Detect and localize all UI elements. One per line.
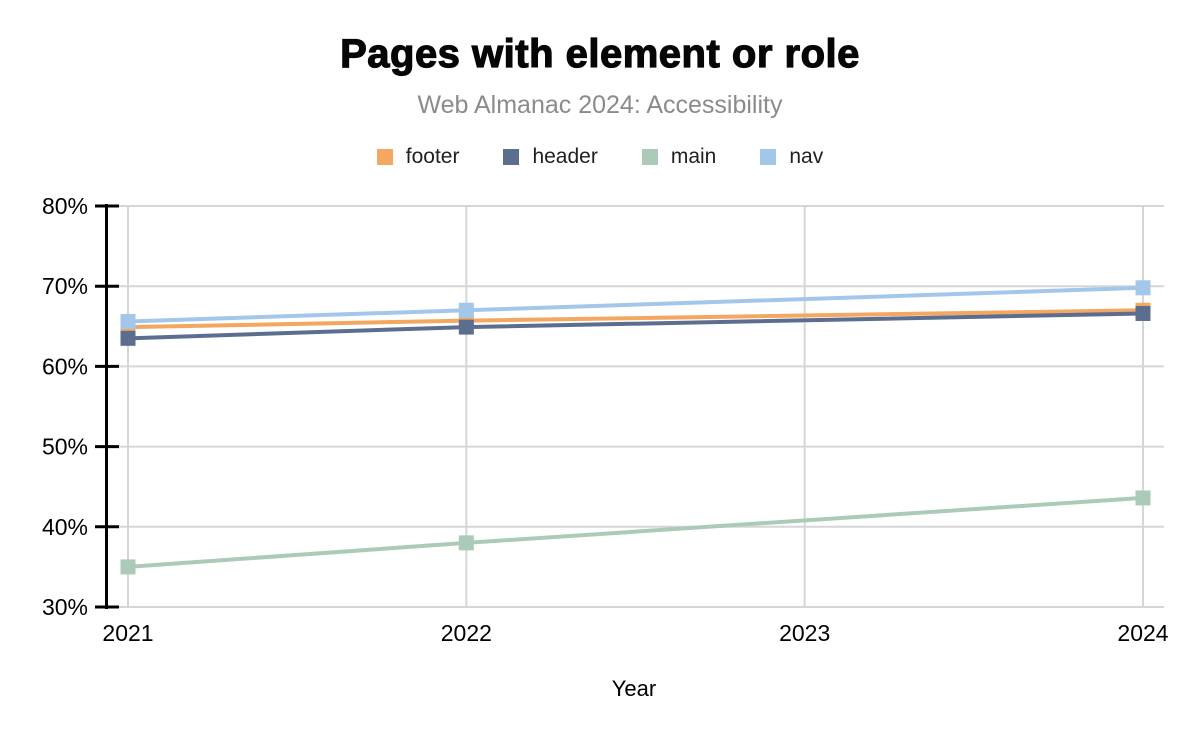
y-tick-label: 50% — [42, 434, 88, 460]
chart-title: Pages with element or role — [339, 32, 860, 76]
legend-swatch-footer — [376, 149, 393, 165]
series-lines — [120, 280, 1151, 575]
legend-swatch-main — [641, 149, 658, 165]
y-tick-label: 70% — [42, 273, 88, 299]
y-tick-label: 30% — [42, 594, 88, 620]
marker-main-2021 — [120, 559, 136, 575]
gridlines — [105, 205, 1164, 608]
legend-label-main: main — [670, 145, 717, 168]
tick-labels: 30% 40% 50% 60% 70% 80% 2021 2022 2023 2024 — [42, 193, 1169, 646]
legend-label-footer: footer — [405, 145, 460, 168]
legend-label-nav: nav — [789, 145, 824, 168]
legend-item-header: header — [503, 145, 598, 169]
x-tick-label: 2021 — [102, 620, 153, 646]
marker-main-2024 — [1135, 490, 1151, 506]
marker-nav-2022 — [458, 302, 474, 318]
y-tick-label: 60% — [42, 353, 88, 379]
y-tick-label: 40% — [42, 514, 88, 540]
y-axis — [95, 204, 119, 609]
chart-subtitle: Web Almanac 2024: Accessibility — [417, 91, 783, 119]
legend-item-main: main — [641, 145, 717, 169]
legend-item-nav: nav — [760, 145, 823, 169]
y-tick-label: 80% — [42, 193, 88, 219]
marker-header-2024 — [1135, 305, 1151, 321]
legend: footer header main nav — [0, 145, 1200, 169]
marker-header-2021 — [120, 330, 136, 346]
marker-nav-2024 — [1135, 280, 1151, 296]
legend-swatch-nav — [760, 149, 777, 165]
marker-header-2022 — [458, 319, 474, 335]
x-tick-label: 2024 — [1117, 620, 1168, 646]
marker-main-2022 — [458, 535, 474, 551]
series-line-main — [127, 495, 1144, 569]
marker-nav-2021 — [120, 313, 136, 329]
chart-canvas: 30% 40% 50% 60% 70% 80% 2021 2022 2023 2024 Year — [42, 193, 1169, 701]
x-tick-label: 2022 — [441, 620, 492, 646]
x-tick-label: 2023 — [779, 620, 830, 646]
legend-label-header: header — [532, 145, 598, 168]
legend-swatch-header — [503, 149, 520, 165]
legend-item-footer: footer — [376, 145, 460, 169]
x-axis-title: Year — [612, 676, 656, 701]
